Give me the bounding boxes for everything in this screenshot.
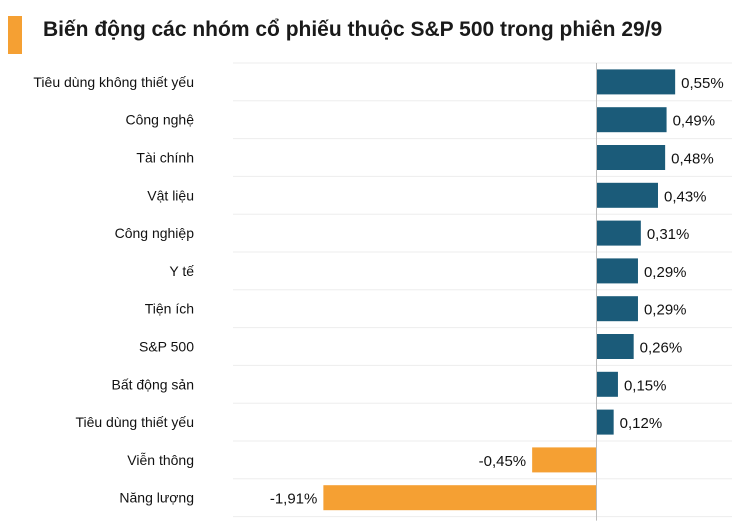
bar	[596, 296, 638, 322]
data-label: 0,12%	[620, 415, 663, 432]
data-label: 0,26%	[640, 340, 683, 357]
data-label: 0,29%	[644, 264, 687, 281]
bar	[596, 258, 638, 284]
category-label: Tiêu dùng thiết yếu	[75, 414, 194, 430]
category-label: Tiện ích	[145, 301, 194, 317]
bar	[596, 220, 641, 246]
category-label: Bất động sản	[111, 376, 194, 392]
data-label: 0,48%	[671, 151, 714, 168]
category-label: Công nghiệp	[115, 225, 195, 241]
data-label: 0,29%	[644, 302, 687, 319]
bar	[323, 485, 597, 511]
bar	[532, 447, 597, 473]
chart-header: Biến động các nhóm cổ phiếu thuộc S&P 50…	[0, 0, 736, 60]
bar	[596, 409, 614, 435]
category-label: Y tế	[169, 263, 194, 279]
bar-chart: Tiêu dùng không thiết yếu 0,55% Công nghệ 0…	[33, 62, 732, 521]
category-label: Tài chính	[136, 150, 194, 166]
category-label: S&P 500	[139, 339, 194, 355]
chart-bars	[323, 69, 676, 511]
data-label: -1,91%	[270, 491, 318, 508]
bar	[596, 69, 676, 95]
data-label: 0,15%	[624, 377, 667, 394]
bar	[596, 334, 634, 359]
title-accent-bar	[8, 16, 22, 54]
data-label: 0,43%	[664, 188, 707, 205]
data-label: 0,31%	[647, 226, 690, 243]
bar	[596, 182, 658, 208]
chart-labels: Tiêu dùng không thiết yếu 0,55% Công nghệ 0…	[33, 74, 723, 508]
bar	[596, 107, 667, 133]
chart-gridlines	[233, 62, 732, 518]
data-label: -0,45%	[479, 453, 527, 470]
category-label: Vật liệu	[147, 187, 194, 203]
bar	[596, 371, 618, 397]
data-label: 0,49%	[673, 113, 716, 130]
data-label: 0,55%	[681, 75, 724, 92]
bar	[596, 145, 666, 170]
chart-title: Biến động các nhóm cổ phiếu thuộc S&P 50…	[43, 18, 663, 41]
category-label: Công nghệ	[125, 112, 194, 128]
category-label: Tiêu dùng không thiết yếu	[33, 74, 194, 90]
category-label: Năng lượng	[119, 490, 194, 506]
category-label: Viễn thông	[127, 452, 194, 468]
